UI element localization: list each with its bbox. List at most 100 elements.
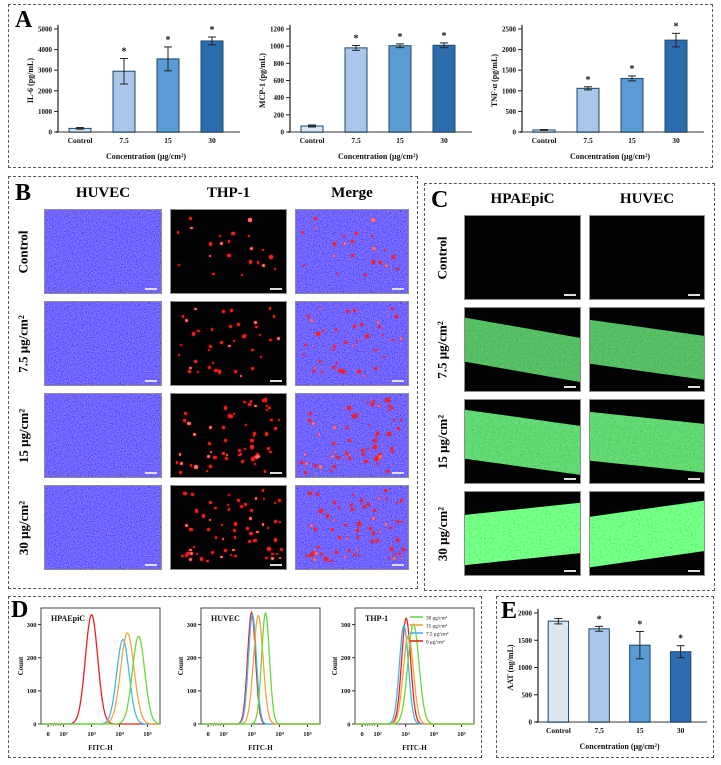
micrograph-c-15-g-cm-hpaepic (464, 399, 581, 484)
scale-bar (688, 478, 700, 480)
bar-chart-il6: 0 1000 2000 3000 4000 5000 IL-6 (pg/mL) Control… (26, 25, 240, 161)
svg-text:30: 30 (440, 136, 448, 145)
panel-a-label: A (15, 7, 33, 33)
svg-text:*: * (166, 35, 171, 46)
chart-tnfa: 0 500 1000 1500 2000 2500 TNF-α (pg/mL) Control… (488, 16, 706, 162)
micrograph-c-7-5-g-cm-huvec (589, 307, 705, 392)
micrograph-b-15-g-cm-merge (295, 393, 409, 478)
svg-text:10⁵: 10⁵ (457, 731, 466, 738)
svg-text:THP-1: THP-1 (365, 614, 388, 623)
svg-text:10⁵: 10⁵ (303, 731, 312, 738)
red-dots-layer (296, 486, 408, 569)
red-dots-layer (171, 394, 286, 477)
svg-text:0: 0 (281, 129, 285, 137)
micrograph-c-30-g-cm-huvec (589, 491, 705, 576)
row-label-text: 30 μg/cm² (16, 500, 32, 555)
fluorescence-texture (45, 486, 161, 569)
fluorescence-texture (465, 407, 580, 478)
svg-text:*: * (586, 75, 591, 86)
micrograph-b-7-5-g-cm-huvec (44, 301, 162, 386)
panel-c-column-header-huvec: HUVEC (619, 191, 675, 207)
svg-text:10⁵: 10⁵ (143, 731, 152, 738)
svg-text:7.5 μg/cm²: 7.5 μg/cm² (426, 632, 449, 638)
micrograph-c-30-g-cm-hpaepic (464, 491, 581, 576)
fluorescence-texture (45, 302, 161, 385)
fluorescence-texture (465, 500, 580, 567)
scale-bar (564, 570, 576, 572)
svg-text:200: 200 (187, 655, 197, 662)
svg-text:*: * (354, 33, 359, 44)
fluorescence-texture (296, 210, 408, 293)
svg-text:10³: 10³ (247, 731, 256, 738)
svg-text:*: * (442, 31, 447, 42)
svg-text:Count: Count (331, 656, 339, 675)
scale-bar (270, 288, 282, 290)
svg-text:IL-6 (pg/mL): IL-6 (pg/mL) (26, 58, 35, 103)
panel-b-row-label-7-5-g-cm: 7.5 μg/cm² (12, 301, 36, 386)
row-label-text: Control (435, 235, 451, 280)
svg-text:Concentration (μg/cm²): Concentration (μg/cm²) (106, 152, 186, 161)
scale-bar (688, 294, 700, 296)
svg-text:TNF-α (pg/mL): TNF-α (pg/mL) (490, 54, 499, 107)
scale-bar (564, 294, 576, 296)
scale-bar (145, 472, 157, 474)
panel-b-column-header-huvec: HUVEC (75, 185, 131, 201)
scale-bar (270, 380, 282, 382)
red-dots-layer (171, 302, 286, 385)
chart-mcp1: 0 200 400 600 800 1000 1200 MCP-1 (pg/mL) Contro… (256, 16, 474, 162)
svg-text:1000: 1000 (270, 43, 285, 51)
fluorescence-texture (45, 210, 161, 293)
scale-bar (270, 472, 282, 474)
svg-text:100: 100 (341, 688, 351, 695)
svg-text:0: 0 (207, 731, 210, 738)
svg-text:0: 0 (47, 731, 50, 738)
svg-text:100: 100 (27, 688, 37, 695)
svg-text:400: 400 (274, 94, 285, 102)
svg-text:Concentration (μg/cm²): Concentration (μg/cm²) (579, 742, 659, 751)
micrograph-b-control-huvec (44, 209, 162, 294)
panel-c-label: C (431, 187, 449, 213)
svg-text:7.5: 7.5 (583, 136, 593, 145)
svg-text:10⁴: 10⁴ (429, 731, 438, 738)
panel-d-label: D (11, 597, 29, 623)
svg-text:*: * (597, 614, 602, 625)
panel-e-label: E (501, 598, 518, 624)
histogram-huvec: 0 100 200 300 0 10² 10³ 10⁴ 10⁵ HUVEC Count FITC-H (177, 607, 321, 752)
svg-text:3000: 3000 (38, 67, 53, 75)
svg-text:HPAEpiC: HPAEpiC (51, 614, 85, 623)
panel-c-row-label-15-g-cm: 15 μg/cm² (430, 399, 456, 484)
red-dots-layer (296, 394, 408, 477)
svg-text:10²: 10² (373, 731, 382, 738)
chart-thp1: 0 100 200 300 0 10² 10³ 10⁴ 10⁵ THP-1 Count FITC-H 3… (330, 602, 478, 752)
svg-text:1000: 1000 (518, 664, 533, 672)
panel-b-label: B (15, 180, 32, 206)
svg-text:AAT (ng/mL): AAT (ng/mL) (506, 644, 515, 690)
svg-text:10⁴: 10⁴ (115, 731, 124, 738)
svg-text:1000: 1000 (38, 108, 53, 116)
svg-text:5000: 5000 (38, 26, 53, 34)
red-dots-layer (171, 486, 286, 569)
chart-huvec: 0 100 200 300 0 10² 10³ 10⁴ 10⁵ HUVEC Count FITC-H (176, 602, 324, 752)
micrograph-b-control-thp-1 (170, 209, 287, 294)
svg-text:Count: Count (177, 656, 185, 675)
fluorescence-texture (465, 314, 580, 385)
svg-text:500: 500 (506, 108, 517, 116)
svg-text:10³: 10³ (87, 731, 96, 738)
svg-text:1500: 1500 (502, 67, 517, 75)
scale-bar (145, 288, 157, 290)
svg-text:Concentration (μg/cm²): Concentration (μg/cm²) (570, 152, 650, 161)
scale-bar (688, 386, 700, 388)
bar-chart-mcp1: 0 200 400 600 800 1000 1200 MCP-1 (pg/mL) Contro… (258, 25, 472, 161)
svg-text:7.5: 7.5 (351, 136, 361, 145)
micrograph-c-control-huvec (589, 215, 705, 300)
svg-text:0: 0 (347, 721, 350, 728)
row-label-text: 7.5 μg/cm² (16, 314, 32, 373)
svg-text:1000: 1000 (502, 87, 517, 95)
micrograph-c-control-hpaepic (464, 215, 581, 300)
svg-text:200: 200 (274, 111, 285, 119)
svg-text:*: * (678, 634, 683, 645)
scale-bar (145, 564, 157, 566)
svg-text:15 μg/cm²: 15 μg/cm² (426, 624, 448, 630)
svg-text:300: 300 (341, 622, 351, 629)
svg-text:2000: 2000 (38, 87, 53, 95)
